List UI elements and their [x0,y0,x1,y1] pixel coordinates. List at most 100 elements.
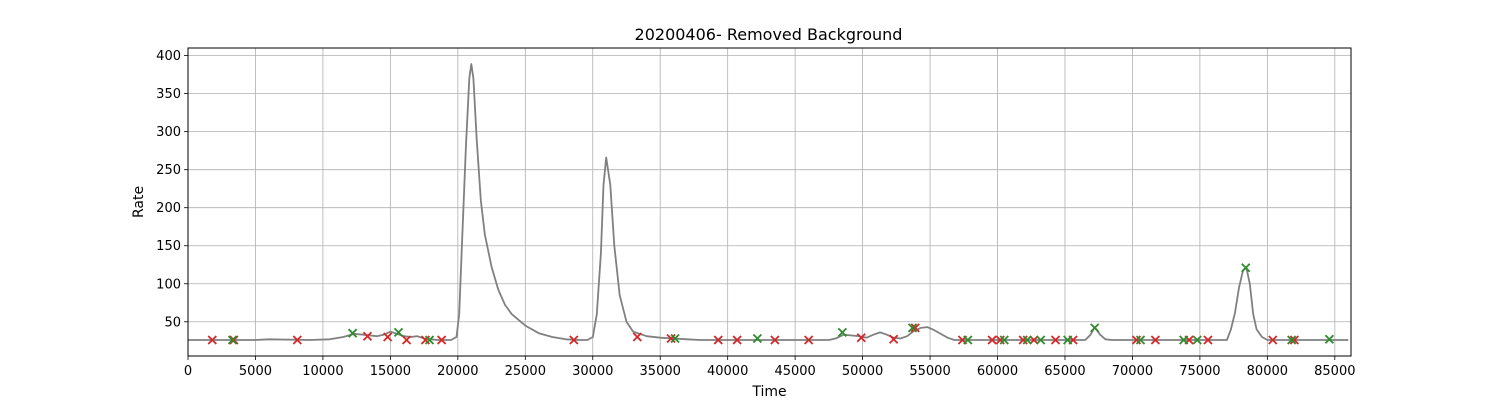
valley-marker-stroke [383,332,393,342]
y-tick-label: 350 [156,87,181,102]
peak-marker-stroke [837,327,847,338]
series-layer [188,63,1349,345]
valley-marker-stroke [910,323,920,333]
valley-marker [1029,335,1039,345]
peak-marker [837,327,847,338]
valley-marker-stroke [362,331,373,341]
x-tick-label: 35000 [640,364,681,379]
x-tick-label: 75000 [1179,364,1220,379]
y-axis-title: Rate [131,186,147,218]
peak-marker [963,335,973,345]
valley-marker-stroke [666,333,676,344]
valley-marker-stroke [569,335,579,345]
valley-marker [995,335,1005,345]
peak-marker [1135,335,1146,345]
peak-marker [1090,323,1100,333]
valley-marker-stroke [1018,335,1028,345]
valley-marker [437,335,447,345]
valley-marker [1289,335,1299,345]
valley-marker-stroke [292,335,302,345]
peak-marker-stroke [1179,335,1189,345]
valley-marker-stroke [1203,335,1213,345]
valley-marker [362,331,373,341]
peak-marker-stroke [1324,334,1335,344]
x-tick-label: 45000 [774,364,815,379]
peak-marker-stroke [752,333,762,344]
peak-marker [1063,335,1073,345]
peak-marker-stroke [393,327,404,338]
valley-marker-stroke [1289,335,1299,345]
x-axis: 0 5000 10000 15000 20000 25000 30000 35000 40000… [184,356,1355,379]
valley-marker [1203,335,1213,345]
peak-marker-stroke [1090,323,1100,333]
peak-marker [1179,335,1189,345]
chart-title: 20200406- Removed Background [635,25,903,44]
x-tick-label: 10000 [302,364,343,379]
valley-marker-stroke [420,335,431,345]
plot-frame [187,47,1352,357]
valley-marker [987,335,997,345]
y-tick-label: 50 [164,315,181,330]
valley-marker-stroke [732,335,742,345]
valley-marker [1268,335,1278,345]
peak-marker [752,333,762,344]
x-tick-label: 85000 [1314,364,1355,379]
valley-marker [383,332,393,342]
valley-marker [207,335,217,345]
y-tick-label: 200 [156,201,181,216]
peak-marker-stroke [999,335,1009,345]
peak-marker-stroke [1036,335,1046,345]
peak-marker-stroke [1286,335,1297,345]
peak-marker-stroke [1022,335,1032,345]
peak-marker [1192,335,1202,345]
peak-marker-stroke [1241,263,1251,273]
valley-marker-stroke [713,335,723,345]
peak-marker [1324,334,1335,344]
peak-marker [670,333,680,344]
valley-marker [856,333,866,343]
valley-marker [229,335,239,345]
y-tick-label: 100 [156,277,181,292]
valley-marker-stroke [1050,335,1061,345]
x-tick-label: 65000 [1044,364,1085,379]
valley-marker-stroke [803,335,814,345]
peak-marker [1286,335,1297,345]
valley-marker-stroke [995,335,1005,345]
y-tick-label: 300 [156,125,181,140]
x-tick-label: 5000 [239,364,272,379]
valley-marker-stroke [1268,335,1278,345]
x-tick-label: 70000 [1112,364,1153,379]
peak-marker-stroke [347,328,358,338]
rate-line [188,63,1349,341]
peak-marker [1241,263,1251,273]
valley-marker-stroke [888,334,899,344]
peak-marker [393,327,404,338]
valley-marker [770,335,780,345]
valley-marker [910,323,920,333]
y-tick-label: 400 [156,49,181,64]
valley-marker [803,335,814,345]
peak-marker-stroke [1063,335,1073,345]
peak-marker [227,335,238,345]
valley-marker-stroke [770,335,780,345]
peak-marker [1022,335,1032,345]
peak-marker-stroke [227,335,238,345]
valley-marker-stroke [401,335,412,345]
peak-marker [424,335,435,345]
peak-marker-stroke [424,335,435,345]
valley-marker-stroke [987,335,997,345]
valley-marker [401,335,412,345]
x-tick-label: 30000 [572,364,613,379]
peak-marker-stroke [1192,335,1202,345]
peak-marker [1036,335,1046,345]
y-tick-label: 150 [156,239,181,254]
x-axis-title: Time [751,384,786,400]
peak-marker-stroke [670,333,680,344]
valley-marker [1131,335,1142,345]
valley-marker [1050,335,1061,345]
x-tick-label: 80000 [1247,364,1288,379]
x-tick-label: 40000 [707,364,748,379]
x-tick-label: 55000 [909,364,950,379]
valley-marker-stroke [437,335,447,345]
